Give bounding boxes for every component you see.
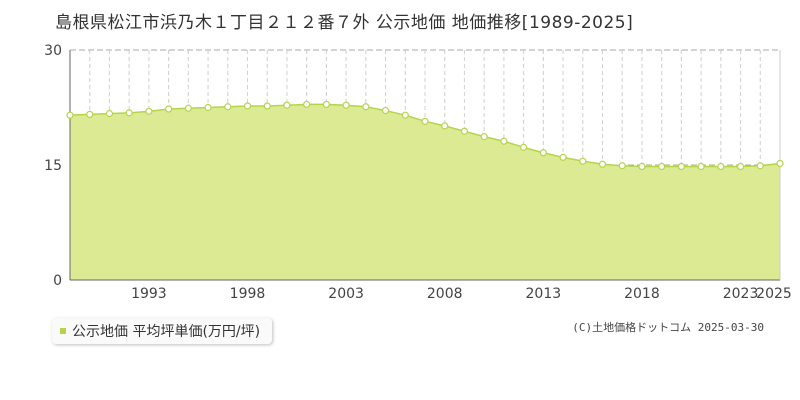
data-point	[638, 162, 646, 171]
x-tick-label: 2023	[723, 286, 759, 302]
x-tick-label: 1993	[131, 286, 167, 302]
data-points	[66, 100, 784, 171]
data-point	[736, 162, 745, 171]
data-point	[86, 110, 94, 119]
data-point	[579, 157, 587, 165]
data-point	[559, 153, 567, 161]
data-point	[441, 122, 449, 130]
area-fill	[70, 104, 780, 280]
data-point	[184, 104, 192, 112]
y-tick-label: 30	[44, 43, 62, 59]
data-point	[165, 105, 173, 113]
data-point	[539, 149, 547, 157]
data-point	[421, 117, 429, 125]
data-point	[480, 133, 488, 141]
y-tick-label: 0	[53, 273, 62, 289]
x-tick-label: 2025	[756, 286, 792, 302]
credit-text: (C)土地価格ドットコム 2025-03-30	[572, 321, 764, 334]
data-point	[776, 159, 784, 168]
x-tick-label: 2013	[526, 286, 562, 302]
data-point	[263, 102, 271, 110]
data-point	[381, 106, 390, 115]
x-tick-label: 2008	[427, 286, 463, 302]
data-point	[303, 100, 311, 109]
data-point	[598, 160, 607, 168]
data-point	[756, 162, 764, 170]
data-point	[145, 107, 153, 115]
data-point	[283, 101, 291, 109]
x-tick-label: 2018	[624, 286, 660, 302]
data-point	[618, 162, 626, 170]
data-point	[362, 103, 370, 111]
data-point	[460, 127, 469, 135]
data-point	[500, 137, 508, 145]
data-point	[658, 162, 666, 171]
data-point	[224, 103, 232, 111]
data-point	[342, 101, 350, 109]
x-tick-label: 1998	[230, 286, 266, 302]
data-point	[125, 109, 133, 117]
data-point	[697, 162, 705, 171]
data-point	[717, 162, 725, 171]
data-point	[520, 143, 528, 151]
legend: 公示地価 平均坪単価(万円/坪)	[52, 318, 273, 344]
data-point	[105, 110, 114, 118]
data-point	[204, 103, 212, 112]
y-tick-label: 15	[44, 158, 62, 174]
data-point	[66, 111, 74, 119]
x-tick-label: 2003	[328, 286, 364, 302]
data-point	[677, 162, 685, 171]
data-point	[401, 111, 409, 119]
legend-label: 公示地価 平均坪単価(万円/坪)	[72, 324, 261, 340]
data-point	[243, 102, 252, 110]
legend-swatch	[60, 328, 66, 334]
data-point	[322, 100, 330, 109]
chart-title: 島根県松江市浜乃木１丁目２１２番７外 公示地価 地価推移[1989-2025]	[55, 13, 634, 33]
